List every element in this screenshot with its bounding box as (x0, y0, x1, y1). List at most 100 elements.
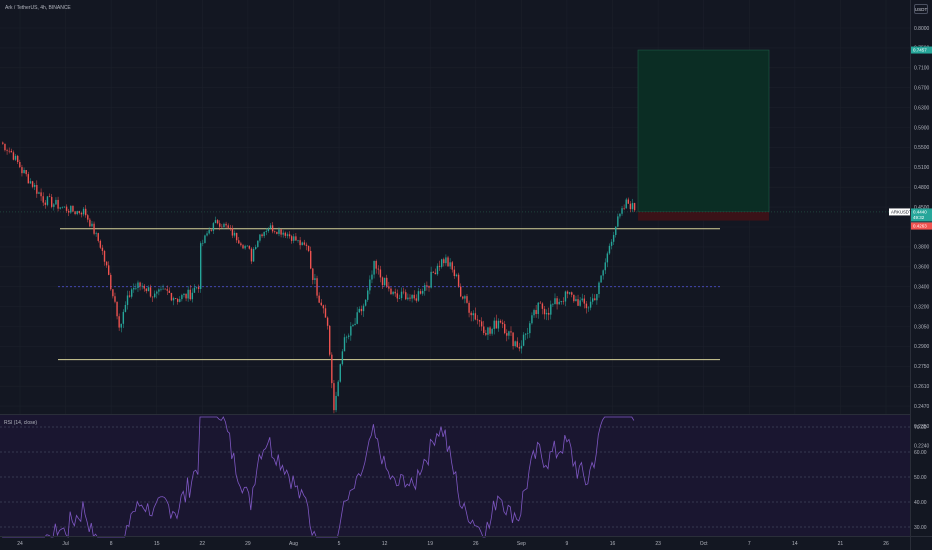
price-tick-label: 0.2610 (914, 384, 930, 390)
candle-body (72, 205, 74, 212)
candle-body (497, 320, 500, 329)
candle-body (91, 223, 93, 227)
time-tick-label: 24 (17, 541, 23, 547)
target-price-badge: 0.7457 (911, 46, 932, 54)
candle-body (451, 262, 453, 270)
time-tick-label: 23 (655, 541, 661, 547)
currency-button[interactable]: USDT (914, 4, 928, 14)
candle-body (57, 199, 59, 209)
candle-body (504, 324, 506, 334)
candle-body (219, 223, 221, 227)
price-tick-label: 0.6700 (914, 86, 930, 92)
candle-body (59, 207, 61, 209)
candle-body (627, 199, 630, 204)
time-axis[interactable]: 24 Jul 8 15 22 29 Aug 5 12 19 26 Sep 9 16 23 Oct 7 14 21 26 (17, 541, 889, 547)
candle-body (244, 245, 246, 249)
candle-body (4, 143, 6, 151)
candle-body (539, 302, 542, 304)
candle-body (297, 240, 299, 241)
candle-body (518, 347, 521, 349)
candle-body (261, 234, 263, 237)
candle-body (8, 150, 10, 152)
candle-body (392, 291, 394, 295)
candle-body (187, 289, 189, 299)
candle-body (417, 291, 420, 301)
rsi-pane-background (0, 415, 910, 536)
stop-zone[interactable] (638, 211, 769, 221)
price-tick-label: 0.6300 (914, 105, 930, 111)
candle-body (133, 288, 135, 290)
candle-body (449, 262, 451, 267)
candle-body (455, 274, 458, 277)
candle-body (320, 302, 322, 306)
target-zone[interactable] (637, 49, 770, 213)
candle-body (434, 272, 437, 275)
candle-body (305, 244, 308, 246)
candle-body (160, 288, 162, 290)
candle-body (208, 230, 210, 234)
candle-body (227, 225, 229, 228)
candle-body (493, 320, 495, 329)
candle-body (231, 228, 234, 236)
candle-body (124, 304, 127, 312)
candle-body (29, 181, 32, 184)
candle-body (122, 311, 125, 324)
candle-body (421, 290, 424, 294)
price-tick-label: 0.3600 (914, 265, 930, 271)
candle-body (499, 320, 502, 323)
candle-body (248, 245, 251, 249)
candle-body (162, 288, 164, 290)
candle-body (531, 315, 533, 324)
candle-body (527, 333, 529, 334)
candle-body (23, 169, 25, 174)
candle-body (174, 298, 177, 300)
candle-body (419, 291, 422, 294)
candle-body (271, 225, 274, 232)
candle-body (87, 215, 89, 220)
candle-body (510, 331, 512, 333)
candle-body (40, 192, 42, 197)
candle-body (185, 293, 187, 299)
candle-body (600, 275, 602, 283)
candle-body (474, 313, 477, 320)
price-tick-label: 0.3050 (914, 324, 930, 330)
candle-body (445, 257, 447, 264)
candle-body (631, 203, 634, 210)
rsi-tick-label: 30.00 (914, 525, 927, 531)
candle-body (99, 240, 102, 248)
candle-body (436, 265, 439, 275)
stop-price-badge-bg (911, 222, 932, 230)
candle-body (195, 287, 198, 288)
candle-body (428, 285, 430, 288)
candle-body (126, 295, 129, 305)
time-tick-label: Aug (289, 541, 298, 547)
candle-body (375, 260, 377, 269)
candle-body (293, 236, 295, 241)
candle-body (529, 323, 531, 334)
candle-body (596, 294, 598, 301)
candle-body (197, 287, 200, 289)
candle-body (238, 240, 240, 244)
candle-body (520, 345, 523, 349)
candle-body (581, 298, 583, 301)
candle-body (556, 298, 558, 305)
candle-body (6, 150, 8, 151)
candle-body (286, 234, 289, 236)
rsi-indicator-label[interactable]: RSI (14, close) (4, 420, 38, 426)
candle-body (585, 303, 588, 309)
horizontal-levels[interactable] (58, 228, 720, 361)
stop-price-badge: 0.4263 (911, 222, 932, 230)
candle-body (348, 335, 350, 337)
candle-body (168, 290, 171, 293)
candle-body (223, 223, 225, 228)
candle-body (82, 208, 85, 215)
candle-body (89, 219, 91, 227)
candle-body (307, 245, 310, 251)
candle-body (610, 241, 613, 246)
candle-body (506, 333, 508, 336)
candle-body (257, 240, 259, 247)
candle-body (343, 337, 346, 352)
candle-body (367, 290, 369, 300)
